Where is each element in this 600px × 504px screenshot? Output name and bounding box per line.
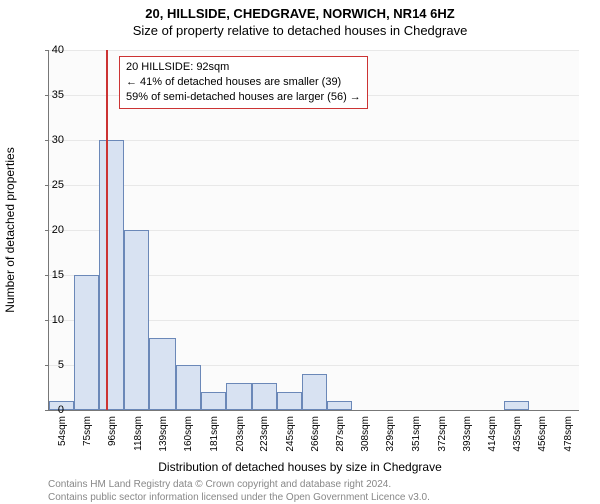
info-box-line1: 20 HILLSIDE: 92sqm (126, 60, 361, 75)
xtick-label: 160sqm (183, 416, 194, 452)
histogram-bar (176, 365, 201, 410)
histogram-bar (74, 275, 99, 410)
histogram-bar (149, 338, 175, 410)
xtick-label: 414sqm (487, 416, 498, 452)
plot-area: 20 HILLSIDE: 92sqm← 41% of detached hous… (48, 50, 579, 411)
gridline (49, 50, 579, 51)
histogram-bar (504, 401, 529, 410)
xtick-label: 118sqm (133, 416, 144, 451)
x-axis-label: Distribution of detached houses by size … (0, 460, 600, 474)
xtick-label: 139sqm (158, 416, 169, 452)
xtick-label: 308sqm (360, 416, 371, 452)
xtick-label: 245sqm (285, 416, 296, 452)
footer-line2: Contains public sector information licen… (48, 491, 430, 504)
info-box-line3: 59% of semi-detached houses are larger (… (126, 90, 361, 105)
xtick-label: 372sqm (437, 416, 448, 452)
xtick-label: 456sqm (537, 416, 548, 452)
footer-attribution: Contains HM Land Registry data © Crown c… (48, 478, 430, 504)
histogram-bar (277, 392, 302, 410)
xtick-label: 287sqm (335, 416, 346, 452)
xtick-label: 75sqm (82, 416, 93, 446)
histogram-bar (327, 401, 352, 410)
gridline (49, 140, 579, 141)
xtick-label: 266sqm (310, 416, 321, 452)
histogram-bar (99, 140, 124, 410)
info-box-line2: ← 41% of detached houses are smaller (39… (126, 75, 361, 90)
ytick-label: 10 (44, 314, 64, 326)
ytick-label: 15 (44, 269, 64, 281)
xtick-label: 329sqm (385, 416, 396, 452)
xtick-label: 54sqm (57, 416, 68, 446)
histogram-bar (302, 374, 327, 410)
xtick-label: 435sqm (512, 416, 523, 452)
gridline (49, 185, 579, 186)
ytick-label: 30 (44, 134, 64, 146)
ytick-label: 40 (44, 44, 64, 56)
ytick-label: 20 (44, 224, 64, 236)
xtick-label: 393sqm (462, 416, 473, 452)
footer-line1: Contains HM Land Registry data © Crown c… (48, 478, 430, 491)
chart-subtitle: Size of property relative to detached ho… (0, 21, 600, 38)
property-marker-line (106, 50, 108, 410)
ytick-label: 0 (44, 404, 64, 416)
xtick-label: 203sqm (235, 416, 246, 452)
ytick-label: 25 (44, 179, 64, 191)
histogram-bar (226, 383, 252, 410)
xtick-label: 181sqm (209, 416, 220, 452)
ytick-label: 5 (44, 359, 64, 371)
ytick-label: 35 (44, 89, 64, 101)
chart-title-address: 20, HILLSIDE, CHEDGRAVE, NORWICH, NR14 6… (0, 0, 600, 21)
info-box: 20 HILLSIDE: 92sqm← 41% of detached hous… (119, 56, 368, 109)
xtick-label: 351sqm (411, 416, 422, 452)
xtick-label: 223sqm (259, 416, 270, 452)
xtick-label: 478sqm (563, 416, 574, 452)
histogram-bar (201, 392, 226, 410)
y-axis-label: Number of detached properties (3, 147, 17, 312)
histogram-bar (252, 383, 277, 410)
histogram-bar (124, 230, 149, 410)
chart-container: 20, HILLSIDE, CHEDGRAVE, NORWICH, NR14 6… (0, 0, 600, 500)
xtick-label: 96sqm (107, 416, 118, 446)
